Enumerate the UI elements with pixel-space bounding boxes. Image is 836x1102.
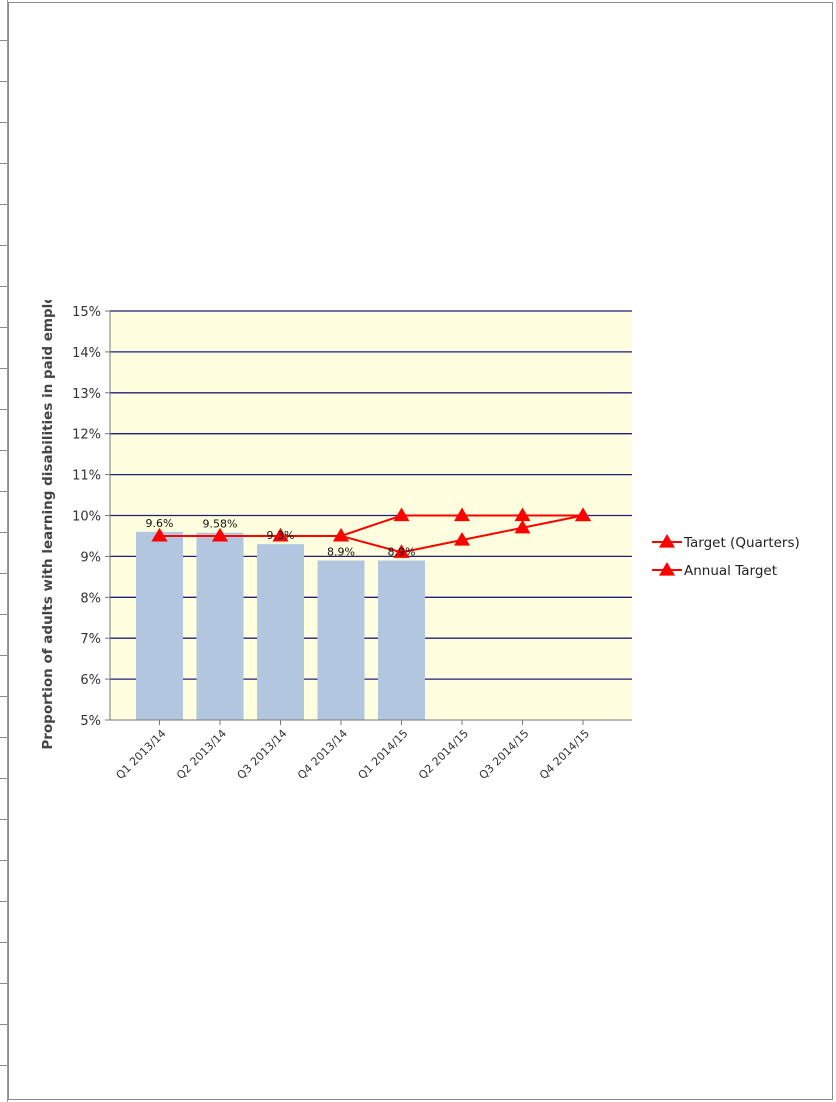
bar [257, 544, 304, 720]
bar [317, 560, 365, 720]
data-label: 9.6% [146, 517, 174, 530]
triangle-marker [454, 507, 470, 522]
y-ticks: 5% 6% 7% 8% 9% 10% 11% 12% 13% 14% 15% [72, 305, 110, 729]
series-line [159, 514, 583, 537]
legend-label: Annual Target [684, 563, 777, 579]
x-tick-label: Q3 2014/15 [477, 727, 532, 782]
legend-label: Target (Quarters) [683, 535, 800, 551]
report-frame [8, 2, 833, 1100]
triangle-marker [454, 532, 470, 546]
x-tick-label: Q2 2014/15 [416, 727, 471, 782]
y-tick-label: 6% [80, 673, 101, 688]
triangle-marker [514, 507, 531, 522]
triangle-marker [659, 534, 675, 548]
y-tick-label: 10% [72, 510, 101, 525]
triangle-marker [575, 507, 591, 522]
x-tick-label: Q4 2013/14 [295, 727, 350, 782]
x-tick-label: Q3 2013/14 [235, 727, 290, 782]
triangle-marker [272, 527, 289, 542]
y-tick-label: 8% [80, 591, 101, 606]
data-label: 9.3% [267, 529, 295, 542]
x-tick-label: Q4 2014/15 [537, 727, 592, 782]
triangle-marker [333, 527, 349, 542]
x-tick-label: Q1 2013/14 [114, 727, 169, 782]
y-tick-label: 12% [72, 428, 101, 443]
x-tick-label: Q2 2013/14 [174, 727, 229, 782]
bar [378, 560, 425, 720]
bar [136, 531, 183, 720]
y-tick-label: 7% [80, 632, 101, 647]
data-label: 9.58% [203, 518, 238, 531]
target-lines [151, 507, 591, 558]
y-tick-label: 15% [72, 305, 101, 320]
data-labels: 9.6% 9.58% 9.3% 8.9% 8.9% [146, 517, 416, 559]
triangle-marker [393, 544, 410, 558]
y-tick-label: 9% [80, 550, 101, 565]
y-tick-label: 11% [72, 469, 101, 484]
y-tick-label: 13% [72, 387, 101, 402]
triangle-marker [151, 527, 168, 542]
triangle-marker [212, 527, 228, 542]
legend: Target (Quarters) Annual Target [652, 534, 800, 579]
triangle-marker [393, 507, 410, 522]
bars [136, 531, 425, 720]
triangle-marker [659, 562, 675, 576]
bar [196, 532, 244, 720]
data-label: 8.9% [327, 545, 355, 558]
x-tick-labels: Q1 2013/14 Q2 2013/14 Q3 2013/14 Q4 2013/14… [114, 720, 592, 782]
left-panel-edge [0, 0, 8, 1102]
y-tick-label: 5% [80, 714, 101, 729]
y-axis-title: Proportion of adults with learning disab… [40, 246, 56, 750]
x-tick-label: Q1 2014/15 [356, 727, 411, 782]
data-label: 8.9% [388, 545, 416, 558]
y-tick-label: 14% [72, 346, 101, 361]
triangle-marker [514, 519, 531, 534]
